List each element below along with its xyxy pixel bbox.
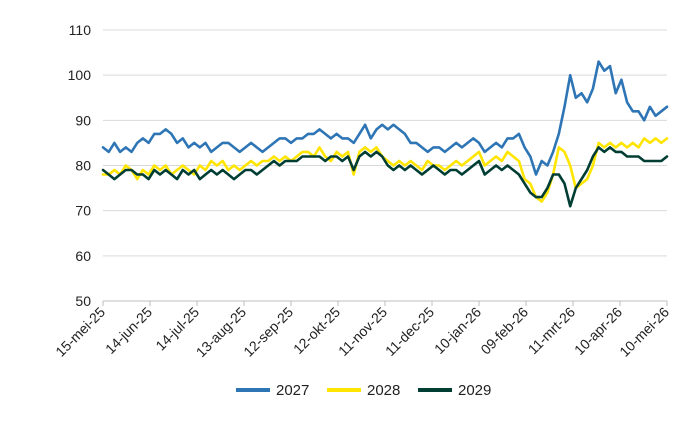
y-tick-label: 90 xyxy=(75,112,91,128)
x-tick-label: 10-mei-26 xyxy=(616,304,672,360)
y-tick-label: 70 xyxy=(75,203,91,219)
legend-label-2029: 2029 xyxy=(458,382,491,399)
y-tick-label: 110 xyxy=(69,22,92,38)
x-tick-label: 12-sep-25 xyxy=(240,304,296,360)
series-line-2029 xyxy=(101,146,669,208)
series-lines xyxy=(101,60,669,208)
y-tick-label: 80 xyxy=(75,158,91,174)
series-line-2027 xyxy=(101,60,669,176)
x-tick-label: 15-mei-25 xyxy=(52,304,108,360)
legend: 2027 2028 2029 xyxy=(236,382,491,399)
y-tick-label: 100 xyxy=(68,67,92,83)
legend-label-2028: 2028 xyxy=(367,382,400,399)
gridlines xyxy=(103,29,667,302)
legend-label-2027: 2027 xyxy=(276,382,309,399)
x-tick-labels: 15-mei-2514-jun-2514-jul-2513-aug-2512-s… xyxy=(52,304,672,361)
y-tick-label: 60 xyxy=(75,248,91,264)
x-tick-label: 11-mrt-26 xyxy=(525,304,579,358)
y-tick-label: 50 xyxy=(75,293,91,309)
x-tick-label: 10-jan-26 xyxy=(431,304,484,357)
x-tick-label: 13-aug-25 xyxy=(193,304,250,361)
x-tick-label: 11-nov-25 xyxy=(335,304,390,359)
y-tick-labels: 50 60 70 80 90 100 110 xyxy=(68,22,92,309)
axes xyxy=(102,300,668,306)
x-tick-label: 11-dec-25 xyxy=(382,304,437,359)
x-tick-label: 14-jun-25 xyxy=(102,304,155,357)
x-tick-label: 09-feb-26 xyxy=(477,304,531,358)
